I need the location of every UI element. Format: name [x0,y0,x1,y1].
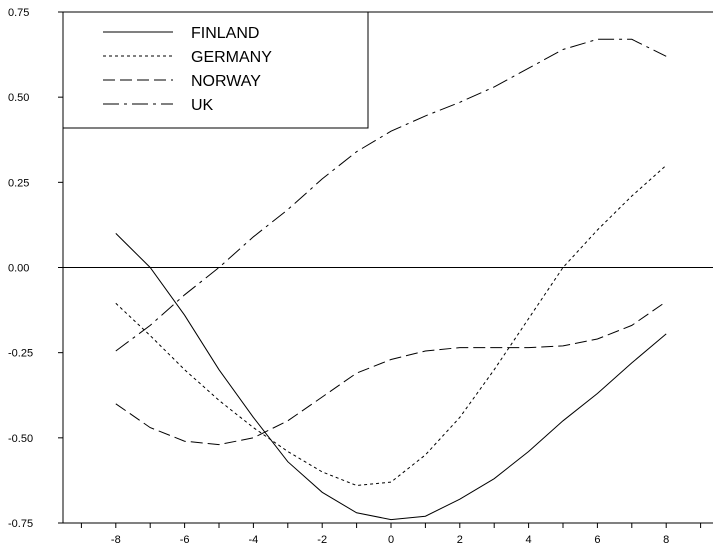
x-tick-label: -2 [317,534,327,546]
series-line-norway [115,301,667,446]
x-tick-label: 0 [388,534,394,546]
x-tick-label: 2 [457,534,463,546]
y-tick-label: 0.00 [8,263,29,275]
y-tick-label: -0.50 [8,433,33,445]
chart-series [115,38,667,521]
legend-label-norway: NORWAY [191,73,261,90]
x-tick-label: 8 [663,534,669,546]
x-tick-label: -4 [249,534,259,546]
series-line-uk [115,38,667,352]
x-tick-label: -8 [111,534,121,546]
y-tick-label: -0.25 [8,348,33,360]
y-tick-label: -0.75 [8,518,33,530]
x-tick-label: -6 [180,534,190,546]
series-line-germany [115,164,667,487]
x-tick-label: 6 [594,534,600,546]
legend-box [62,11,369,129]
legend-label-uk: UK [191,97,214,114]
legend-label-germany: GERMANY [191,49,272,66]
y-tick-label: 0.50 [8,92,29,104]
series-line-finland [115,233,667,521]
y-tick-label: 0.75 [8,7,29,19]
legend-label-finland: FINLAND [191,25,259,42]
x-tick-label: 4 [526,534,532,546]
y-tick-label: 0.25 [8,177,29,189]
chart-legend: FINLAND GERMANY NORWAY UK [62,11,369,129]
